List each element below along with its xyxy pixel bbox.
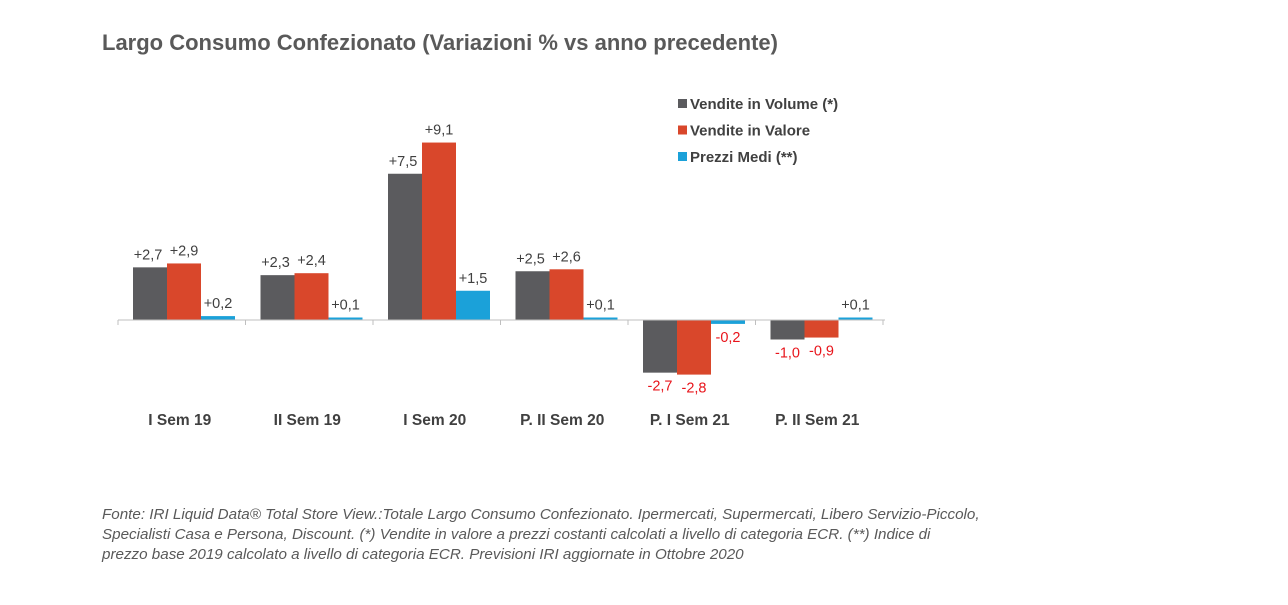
bar-valore [294, 273, 329, 320]
data-label: -0,2 [716, 330, 741, 346]
bar-volume [388, 173, 422, 320]
data-label: +0,1 [841, 298, 870, 314]
data-label: -2,8 [682, 381, 707, 397]
legend-swatch [678, 152, 687, 161]
data-label: +2,3 [261, 255, 290, 271]
data-label: +7,5 [389, 154, 418, 170]
data-label: +2,6 [552, 249, 581, 265]
bar-valore [804, 320, 839, 338]
x-axis-ticks [117, 320, 884, 325]
data-label: +9,1 [425, 123, 454, 139]
footnote-line: Fonte: IRI Liquid Data® Total Store View… [102, 506, 980, 523]
bar-volume [643, 320, 677, 373]
bar-prezzi [328, 317, 363, 320]
bar-volume [770, 320, 805, 340]
bar-prezzi [838, 317, 873, 320]
bar-volume [260, 275, 295, 320]
legend-swatch [678, 125, 687, 135]
legend-swatch [678, 99, 687, 108]
data-label: +0,2 [204, 296, 233, 312]
value-labels: +2,7 +2,9 +0,2 +2,3 +2,4 +0,1 +7,5 +9,1 +1,5 +2,5… [134, 123, 870, 397]
data-label: -2,7 [648, 379, 673, 395]
data-label: +1,5 [459, 271, 488, 287]
category-label: I Sem 19 [148, 412, 211, 429]
legend-label: Vendite in Valore [690, 123, 810, 140]
data-label: -1,0 [775, 346, 800, 362]
data-label: +2,7 [134, 247, 163, 263]
data-label: -0,9 [809, 344, 834, 360]
category-label: P. II Sem 20 [520, 412, 604, 429]
category-label: P. II Sem 21 [775, 412, 860, 429]
category-label: II Sem 19 [274, 412, 342, 429]
bar-prezzi [201, 316, 235, 320]
data-label: +2,9 [170, 243, 199, 259]
bar-volume [515, 271, 550, 320]
bar-valore [677, 320, 711, 375]
bar-prezzi [456, 290, 490, 320]
legend-label: Vendite in Volume (*) [690, 96, 838, 113]
data-label: +2,5 [516, 251, 545, 267]
bar-valore [549, 269, 584, 320]
bar-chart: +2,7 +2,9 +0,2 +2,3 +2,4 +0,1 +7,5 +9,1 +1,5 +2,5… [117, 96, 885, 429]
bar-valore [167, 263, 201, 320]
category-label: I Sem 20 [403, 412, 466, 429]
bar-volume [133, 267, 167, 320]
data-label: +0,1 [586, 298, 615, 314]
data-label: +0,1 [331, 298, 360, 314]
chart-title: Largo Consumo Confezionato (Variazioni %… [102, 30, 778, 55]
category-labels: I Sem 19 II Sem 19 I Sem 20 P. II Sem 20 P. … [148, 412, 859, 429]
bar-valore [422, 142, 456, 320]
bar-prezzi [583, 317, 618, 320]
data-label: +2,4 [297, 253, 326, 269]
legend: Vendite in Volume (*) Vendite in Valore Pr… [678, 96, 838, 166]
category-label: P. I Sem 21 [650, 412, 730, 429]
footnote-line: prezzo base 2019 calcolato a livello di … [102, 546, 744, 563]
bar-prezzi [711, 320, 745, 324]
bars-group [133, 142, 873, 375]
legend-label: Prezzi Medi (**) [690, 149, 798, 166]
footnote-line: Specialisti Casa e Persona, Discount. (*… [102, 526, 931, 543]
source-footnote: Fonte: IRI Liquid Data® Total Store View… [102, 505, 1182, 565]
